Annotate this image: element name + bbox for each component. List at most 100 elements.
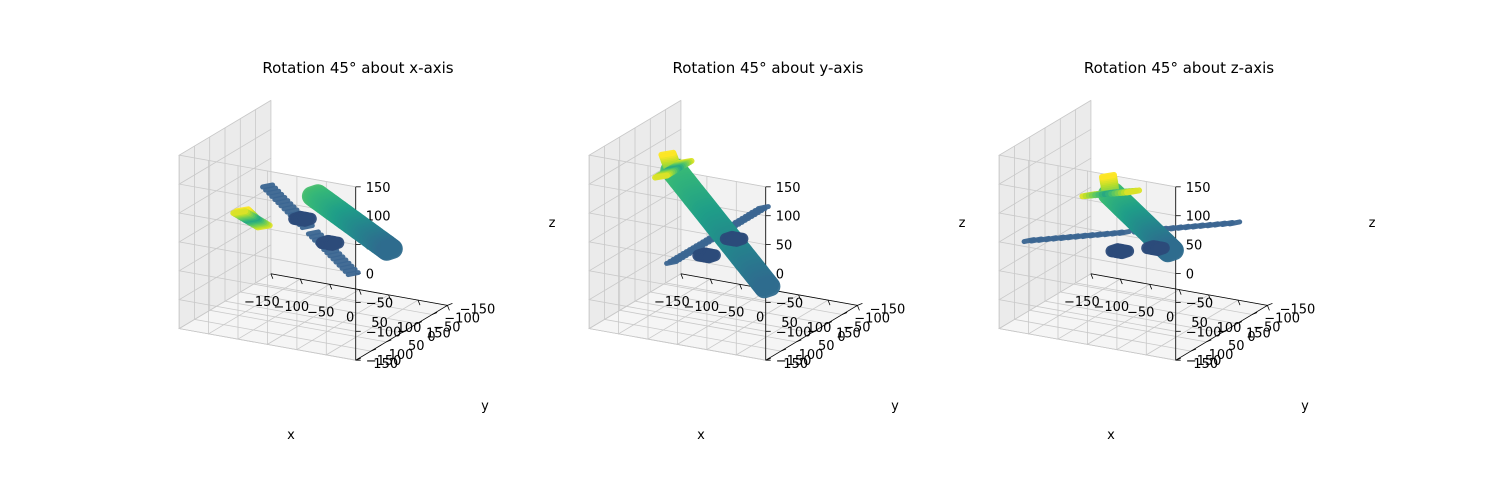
y-tick-label: 0 — [427, 330, 435, 345]
y-tick-label: 100 — [799, 348, 824, 363]
y-tick-label: 50 — [1228, 339, 1245, 354]
y-tick — [401, 330, 407, 334]
x-tick-label: −100 — [1093, 300, 1129, 315]
y-tick-label: 0 — [837, 330, 845, 345]
y-tick-label: −50 — [1253, 321, 1280, 336]
x-tick — [447, 305, 450, 311]
point-wing — [327, 251, 343, 259]
point-tailplane — [652, 172, 671, 181]
y-tick-label: −100 — [1264, 312, 1300, 327]
point-fin — [1099, 172, 1117, 180]
y-tick — [1206, 339, 1212, 343]
z-tick-label: 0 — [366, 268, 374, 283]
x-tick — [1267, 305, 1270, 311]
z-tick-label: −150 — [1186, 354, 1222, 369]
y-tick — [1175, 357, 1181, 361]
grid-line — [588, 100, 766, 188]
z-tick-label: −100 — [776, 325, 812, 340]
x-tick — [680, 273, 684, 279]
x-tick-label: 50 — [1191, 316, 1208, 331]
grid-line — [178, 155, 356, 361]
z-tick-label: −100 — [366, 325, 402, 340]
y-tick-label: 50 — [408, 339, 425, 354]
y-tick-label: −100 — [854, 312, 890, 327]
point-fin — [658, 149, 677, 158]
point-wing — [299, 223, 315, 231]
point-wing — [269, 191, 285, 199]
point-wing — [333, 257, 349, 265]
grid-line — [178, 100, 356, 188]
y-tick — [416, 321, 423, 325]
grid-line — [1014, 146, 1192, 352]
y-tick — [1236, 321, 1243, 325]
x-tick — [857, 305, 860, 311]
x-tick-label: −150 — [1064, 295, 1100, 310]
y-tick-label: −150 — [460, 302, 496, 317]
point-wing — [305, 229, 321, 237]
y-tick — [780, 348, 787, 352]
z-tick-label: 100 — [366, 210, 391, 225]
x-tick-label: −100 — [683, 300, 719, 315]
point-wing — [345, 270, 361, 278]
z-axis-label: z — [959, 216, 966, 231]
x-tick — [709, 278, 713, 285]
x-tick-label: −50 — [307, 305, 334, 320]
z-tick-label: −150 — [366, 354, 402, 369]
y-tick — [1267, 303, 1273, 306]
point-wing — [260, 182, 276, 190]
x-tick-label: −50 — [717, 305, 744, 320]
point-wing — [266, 188, 282, 196]
y-tick-label: 50 — [818, 339, 835, 354]
x-tick — [388, 294, 391, 301]
x-tick-label: 150 — [1246, 326, 1271, 341]
z-axis-label: z — [1369, 216, 1376, 231]
x-tick-label: −50 — [1127, 305, 1154, 320]
point-wing — [336, 260, 352, 268]
y-axis-label: y — [481, 399, 489, 414]
y-tick-label: −150 — [870, 302, 906, 317]
x-tick — [1119, 278, 1123, 285]
y-tick-label: 150 — [373, 357, 398, 372]
x-tick-label: 0 — [346, 311, 354, 326]
x-tick — [1149, 284, 1153, 290]
x-tick — [270, 273, 274, 279]
y-tick — [386, 339, 392, 343]
point-tailplane — [230, 208, 249, 217]
subplot-title: Rotation 45° about x-axis — [262, 59, 453, 77]
airplane-point-cloud — [1021, 172, 1243, 263]
y-tick — [355, 357, 361, 361]
x-tick — [1237, 299, 1241, 306]
z-tick-label: −100 — [1186, 325, 1222, 340]
x-tick — [299, 278, 303, 285]
point-engine — [298, 212, 317, 227]
x-tick — [329, 284, 333, 290]
y-tick — [1190, 348, 1197, 352]
z-axis-label: z — [549, 216, 556, 231]
x-tick-label: −150 — [244, 295, 280, 310]
point-wing — [309, 232, 324, 240]
y-tick-label: −50 — [433, 321, 460, 336]
y-tick — [826, 321, 833, 325]
y-tick — [765, 357, 771, 361]
point-engine — [1151, 242, 1170, 256]
y-tick — [841, 312, 848, 315]
y-tick-label: −150 — [1280, 302, 1316, 317]
point-engine — [730, 232, 749, 247]
grid-line — [998, 155, 1176, 361]
y-axis-label: y — [891, 399, 899, 414]
y-tick-label: −50 — [843, 321, 870, 336]
x-tick-label: −150 — [654, 295, 690, 310]
subplot-1: −150−150−150−100−100−100−50−50−500005050… — [178, 59, 556, 443]
point-tailplane — [1124, 187, 1143, 196]
y-tick-label: 0 — [1247, 330, 1255, 345]
y-tick — [1221, 330, 1227, 334]
subplot-2: −150−150−150−100−100−100−50−50−500005050… — [588, 59, 966, 443]
y-axis-label: y — [1301, 399, 1309, 414]
point-wing — [278, 201, 294, 209]
x-tick — [1208, 294, 1211, 301]
x-axis-label: x — [697, 428, 705, 443]
point-wing — [339, 263, 355, 271]
y-tick — [1251, 312, 1258, 315]
z-tick-label: −150 — [776, 354, 812, 369]
